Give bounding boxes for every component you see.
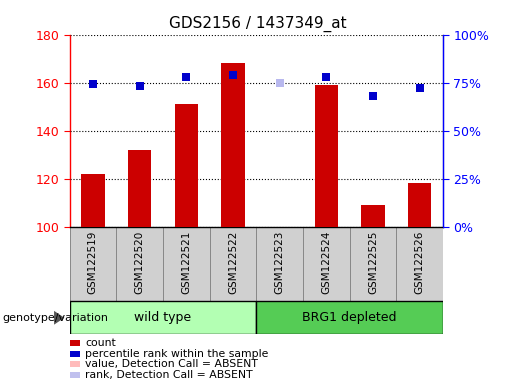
Bar [256, 227, 303, 301]
Text: GSM122525: GSM122525 [368, 231, 378, 294]
Text: GSM122522: GSM122522 [228, 231, 238, 294]
Bar [315, 85, 338, 227]
Bar [221, 63, 245, 227]
Text: GSM122520: GSM122520 [134, 231, 145, 294]
Bar [163, 227, 210, 301]
Text: GSM122524: GSM122524 [321, 231, 331, 294]
Bar [350, 227, 396, 301]
Text: GSM122519: GSM122519 [88, 231, 98, 294]
Text: GSM122523: GSM122523 [274, 231, 285, 294]
Bar [303, 227, 350, 301]
Text: wild type: wild type [134, 311, 192, 324]
Bar [81, 174, 105, 227]
Bar [128, 150, 151, 227]
Bar [70, 301, 256, 334]
Text: count: count [85, 338, 116, 348]
Text: GSM122521: GSM122521 [181, 231, 191, 294]
Bar [210, 227, 256, 301]
Bar [70, 227, 116, 301]
Bar [256, 301, 443, 334]
Bar [361, 205, 385, 227]
Text: percentile rank within the sample: percentile rank within the sample [85, 349, 268, 359]
Text: GSM122526: GSM122526 [415, 231, 424, 294]
Bar [175, 104, 198, 227]
Text: GDS2156 / 1437349_at: GDS2156 / 1437349_at [169, 15, 346, 31]
Text: rank, Detection Call = ABSENT: rank, Detection Call = ABSENT [85, 370, 252, 380]
Text: BRG1 depleted: BRG1 depleted [302, 311, 397, 324]
Bar [116, 227, 163, 301]
Bar [396, 227, 443, 301]
Text: value, Detection Call = ABSENT: value, Detection Call = ABSENT [85, 359, 258, 369]
Bar [408, 184, 431, 227]
Text: genotype/variation: genotype/variation [3, 313, 109, 323]
